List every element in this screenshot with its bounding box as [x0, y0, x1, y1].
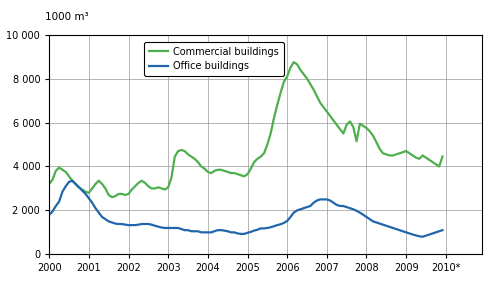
- Commercial buildings: [268, 132, 274, 135]
- Office buildings: [46, 213, 52, 216]
- Office buildings: [439, 228, 445, 232]
- Text: 1000 m³: 1000 m³: [45, 12, 89, 21]
- Office buildings: [69, 179, 75, 182]
- Line: Commercial buildings: Commercial buildings: [49, 62, 442, 197]
- Commercial buildings: [324, 110, 330, 113]
- Commercial buildings: [364, 126, 369, 130]
- Office buildings: [268, 226, 274, 229]
- Commercial buildings: [109, 195, 115, 199]
- Commercial buildings: [46, 182, 52, 186]
- Commercial buildings: [439, 155, 445, 158]
- Office buildings: [360, 213, 366, 216]
- Office buildings: [155, 225, 161, 228]
- Legend: Commercial buildings, Office buildings: Commercial buildings, Office buildings: [144, 42, 283, 76]
- Line: Office buildings: Office buildings: [49, 181, 442, 237]
- Office buildings: [433, 231, 439, 234]
- Office buildings: [420, 235, 426, 238]
- Office buildings: [132, 223, 138, 227]
- Office buildings: [321, 198, 327, 201]
- Commercial buildings: [291, 60, 297, 64]
- Commercial buildings: [433, 162, 439, 166]
- Commercial buildings: [155, 186, 161, 189]
- Commercial buildings: [132, 184, 138, 188]
